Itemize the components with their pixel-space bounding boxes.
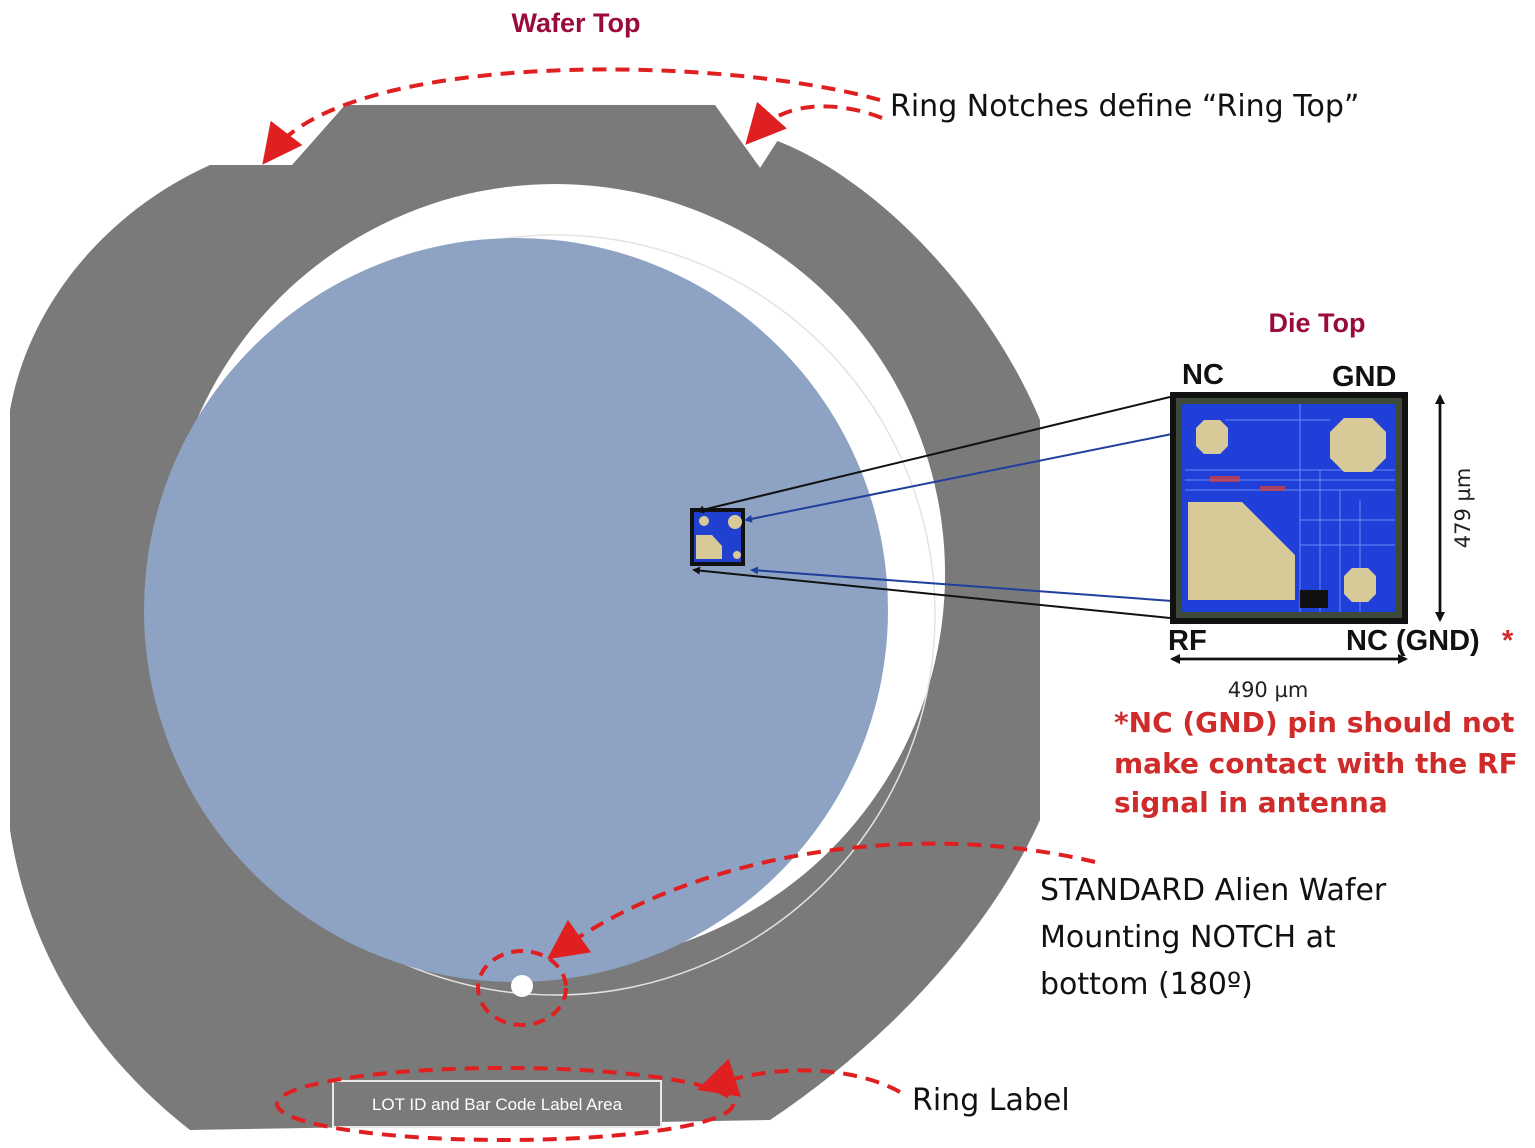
mounting-notch-note: STANDARD Alien Wafer Mounting NOTCH at b… (1040, 873, 1387, 1002)
notch-note-line-3: bottom (180º) (1040, 967, 1253, 1002)
lot-id-label-text: LOT ID and Bar Code Label Area (372, 1095, 623, 1114)
warning-line-2: make contact with the RF (1114, 747, 1518, 780)
pad-rf-bottom-left (1188, 502, 1295, 600)
ring-notch-arrows (262, 67, 883, 165)
wafer-top-title: Wafer Top (512, 8, 641, 38)
ring-label-annotation (275, 1058, 901, 1142)
pin-asterisk: * (1502, 625, 1514, 657)
warning-line-1: *NC (GND) pin should not (1114, 706, 1514, 739)
pin-label-nc-gnd: NC (GND) (1346, 625, 1480, 657)
mounting-notch-annotation (476, 841, 1096, 1027)
pad-nc-bottom-right (1344, 568, 1376, 602)
pad-nc-top-left (1196, 420, 1228, 454)
wafer-die-small (690, 508, 745, 566)
die-callout-arrows (692, 396, 1173, 619)
ring-notches-label: Ring Notches define “Ring Top” (890, 89, 1359, 124)
nc-gnd-warning: *NC (GND) pin should not make contact wi… (1114, 706, 1518, 819)
wafer-disc (144, 238, 888, 997)
ring-label-text: Ring Label (912, 1083, 1070, 1118)
lot-id-label-area: LOT ID and Bar Code Label Area (332, 1080, 662, 1128)
die-enlarged (1170, 392, 1408, 624)
width-dimension-label: 490 µm (1228, 678, 1309, 702)
pin-label-rf: RF (1168, 625, 1207, 657)
notch-note-line-1: STANDARD Alien Wafer (1040, 873, 1387, 908)
pin-label-gnd: GND (1332, 361, 1396, 393)
pin-label-nc-top: NC (1182, 359, 1224, 391)
die-top-title: Die Top (1269, 308, 1366, 338)
notch-note-line-2: Mounting NOTCH at (1040, 920, 1336, 955)
warning-line-3: signal in antenna (1114, 786, 1388, 819)
pad-gnd-top-right (1330, 418, 1386, 472)
height-dimension-label: 479 µm (1451, 468, 1475, 549)
